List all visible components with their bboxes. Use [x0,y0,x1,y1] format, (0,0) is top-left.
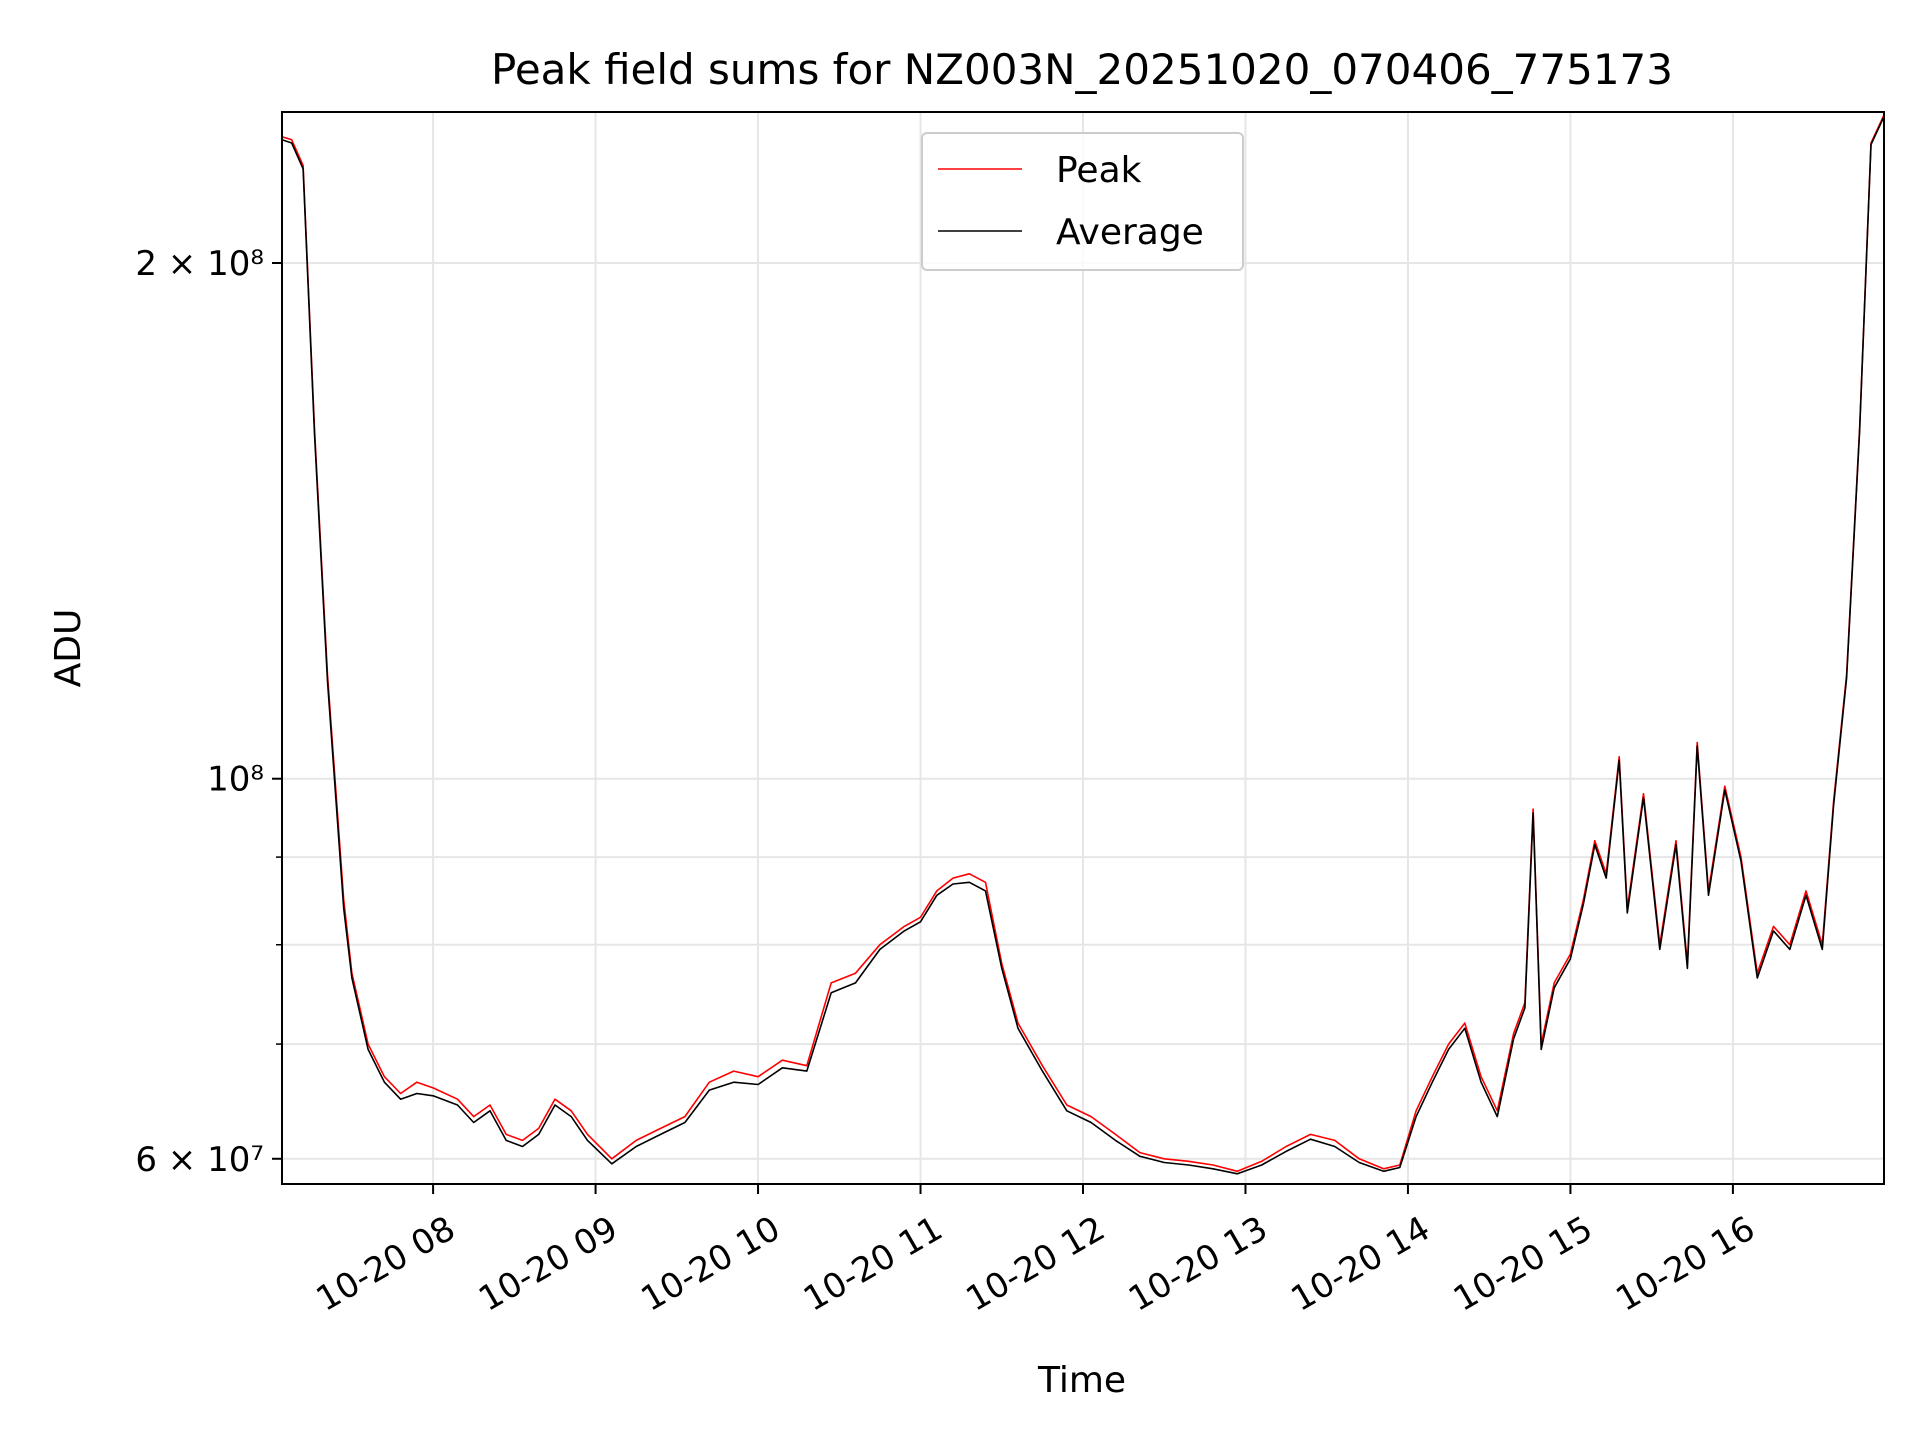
x-axis-label: Time [1037,1360,1126,1401]
y-tick-label-2: 2 × 10⁸ [135,244,264,284]
series-line-average [281,116,1885,1175]
chart-title: Peak field sums for NZ003N_20251020_0704… [491,45,1673,94]
y-tick-label-1: 10⁸ [207,760,264,800]
legend: Peak Average [921,132,1244,271]
legend-label-peak: Peak [1056,150,1142,191]
y-axis-label: ADU [48,609,89,688]
y-tick-label-0: 6 × 10⁷ [135,1140,264,1180]
series-layer [281,114,1885,1175]
legend-box [921,132,1244,271]
legend-label-average: Average [1056,212,1204,253]
